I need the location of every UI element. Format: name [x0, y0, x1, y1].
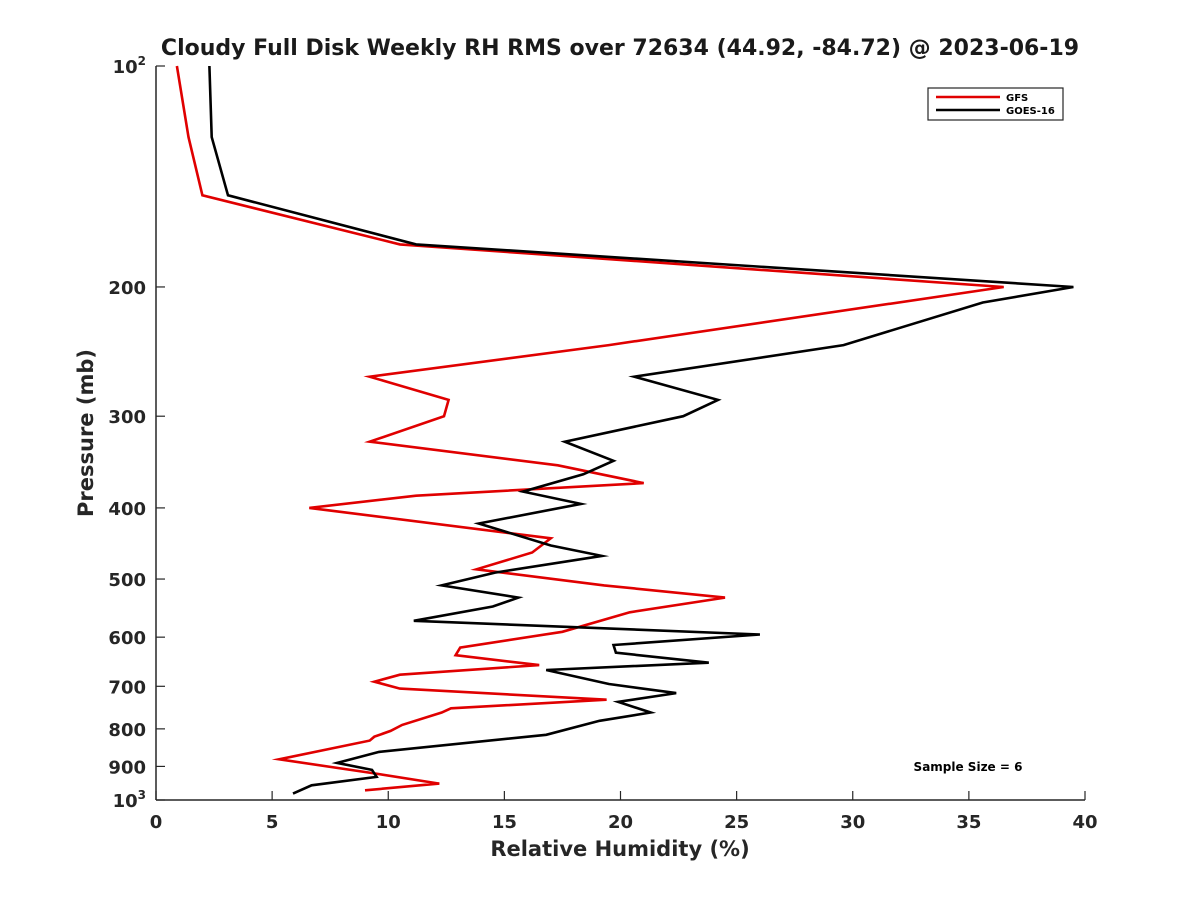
y-tick-label: 800 [108, 720, 146, 741]
y-tick-label: 600 [108, 628, 146, 649]
y-tick-label: 300 [108, 407, 146, 428]
x-tick-label: 40 [1072, 812, 1097, 833]
y-tick-label: 102 [113, 54, 146, 78]
legend-box [927, 87, 1064, 121]
chart-title: Cloudy Full Disk Weekly RH RMS over 7263… [161, 36, 1079, 61]
legend: GFS GOES-16 [927, 87, 1064, 121]
y-tick-base: 600 [108, 628, 146, 649]
x-tick-label: 35 [956, 812, 981, 833]
y-tick-label: 400 [108, 499, 146, 520]
x-tick-label: 30 [840, 812, 865, 833]
y-tick-base: 700 [108, 677, 146, 698]
x-tick-label: 5 [266, 812, 279, 833]
y-tick-base: 900 [108, 757, 146, 778]
sample-size-annotation: Sample Size = 6 [914, 760, 1023, 774]
series-line-goes-16 [208, 65, 1074, 795]
x-tick-label: 20 [608, 812, 633, 833]
ticks: 0 5 10 15 20 25 30 35 40102200300400500600700800… [108, 54, 1097, 833]
x-tick-label: 25 [724, 812, 749, 833]
y-tick-base: 400 [108, 499, 146, 520]
y-tick-label: 700 [108, 677, 146, 698]
x-tick-label: 15 [492, 812, 517, 833]
y-tick-exponent: 2 [138, 54, 146, 68]
series-line-gfs [175, 65, 1004, 792]
y-tick-label: 103 [113, 788, 146, 812]
y-tick-base: 10 [113, 791, 138, 812]
series-layer [175, 65, 1074, 795]
y-tick-base: 500 [108, 570, 146, 591]
x-tick-label: 0 [150, 812, 163, 833]
y-tick-base: 800 [108, 720, 146, 741]
legend-label: GOES-16 [1006, 106, 1055, 117]
y-tick-label: 200 [108, 278, 146, 299]
x-axis-label: Relative Humidity (%) [490, 837, 749, 861]
y-tick-base: 300 [108, 407, 146, 428]
y-tick-base: 200 [108, 278, 146, 299]
y-tick-base: 10 [113, 57, 138, 78]
legend-label: GFS [1006, 93, 1028, 104]
y-tick-exponent: 3 [138, 788, 146, 802]
y-tick-label: 900 [108, 757, 146, 778]
y-tick-label: 500 [108, 570, 146, 591]
x-tick-label: 10 [376, 812, 401, 833]
y-axis-label: Pressure (mb) [74, 349, 98, 517]
